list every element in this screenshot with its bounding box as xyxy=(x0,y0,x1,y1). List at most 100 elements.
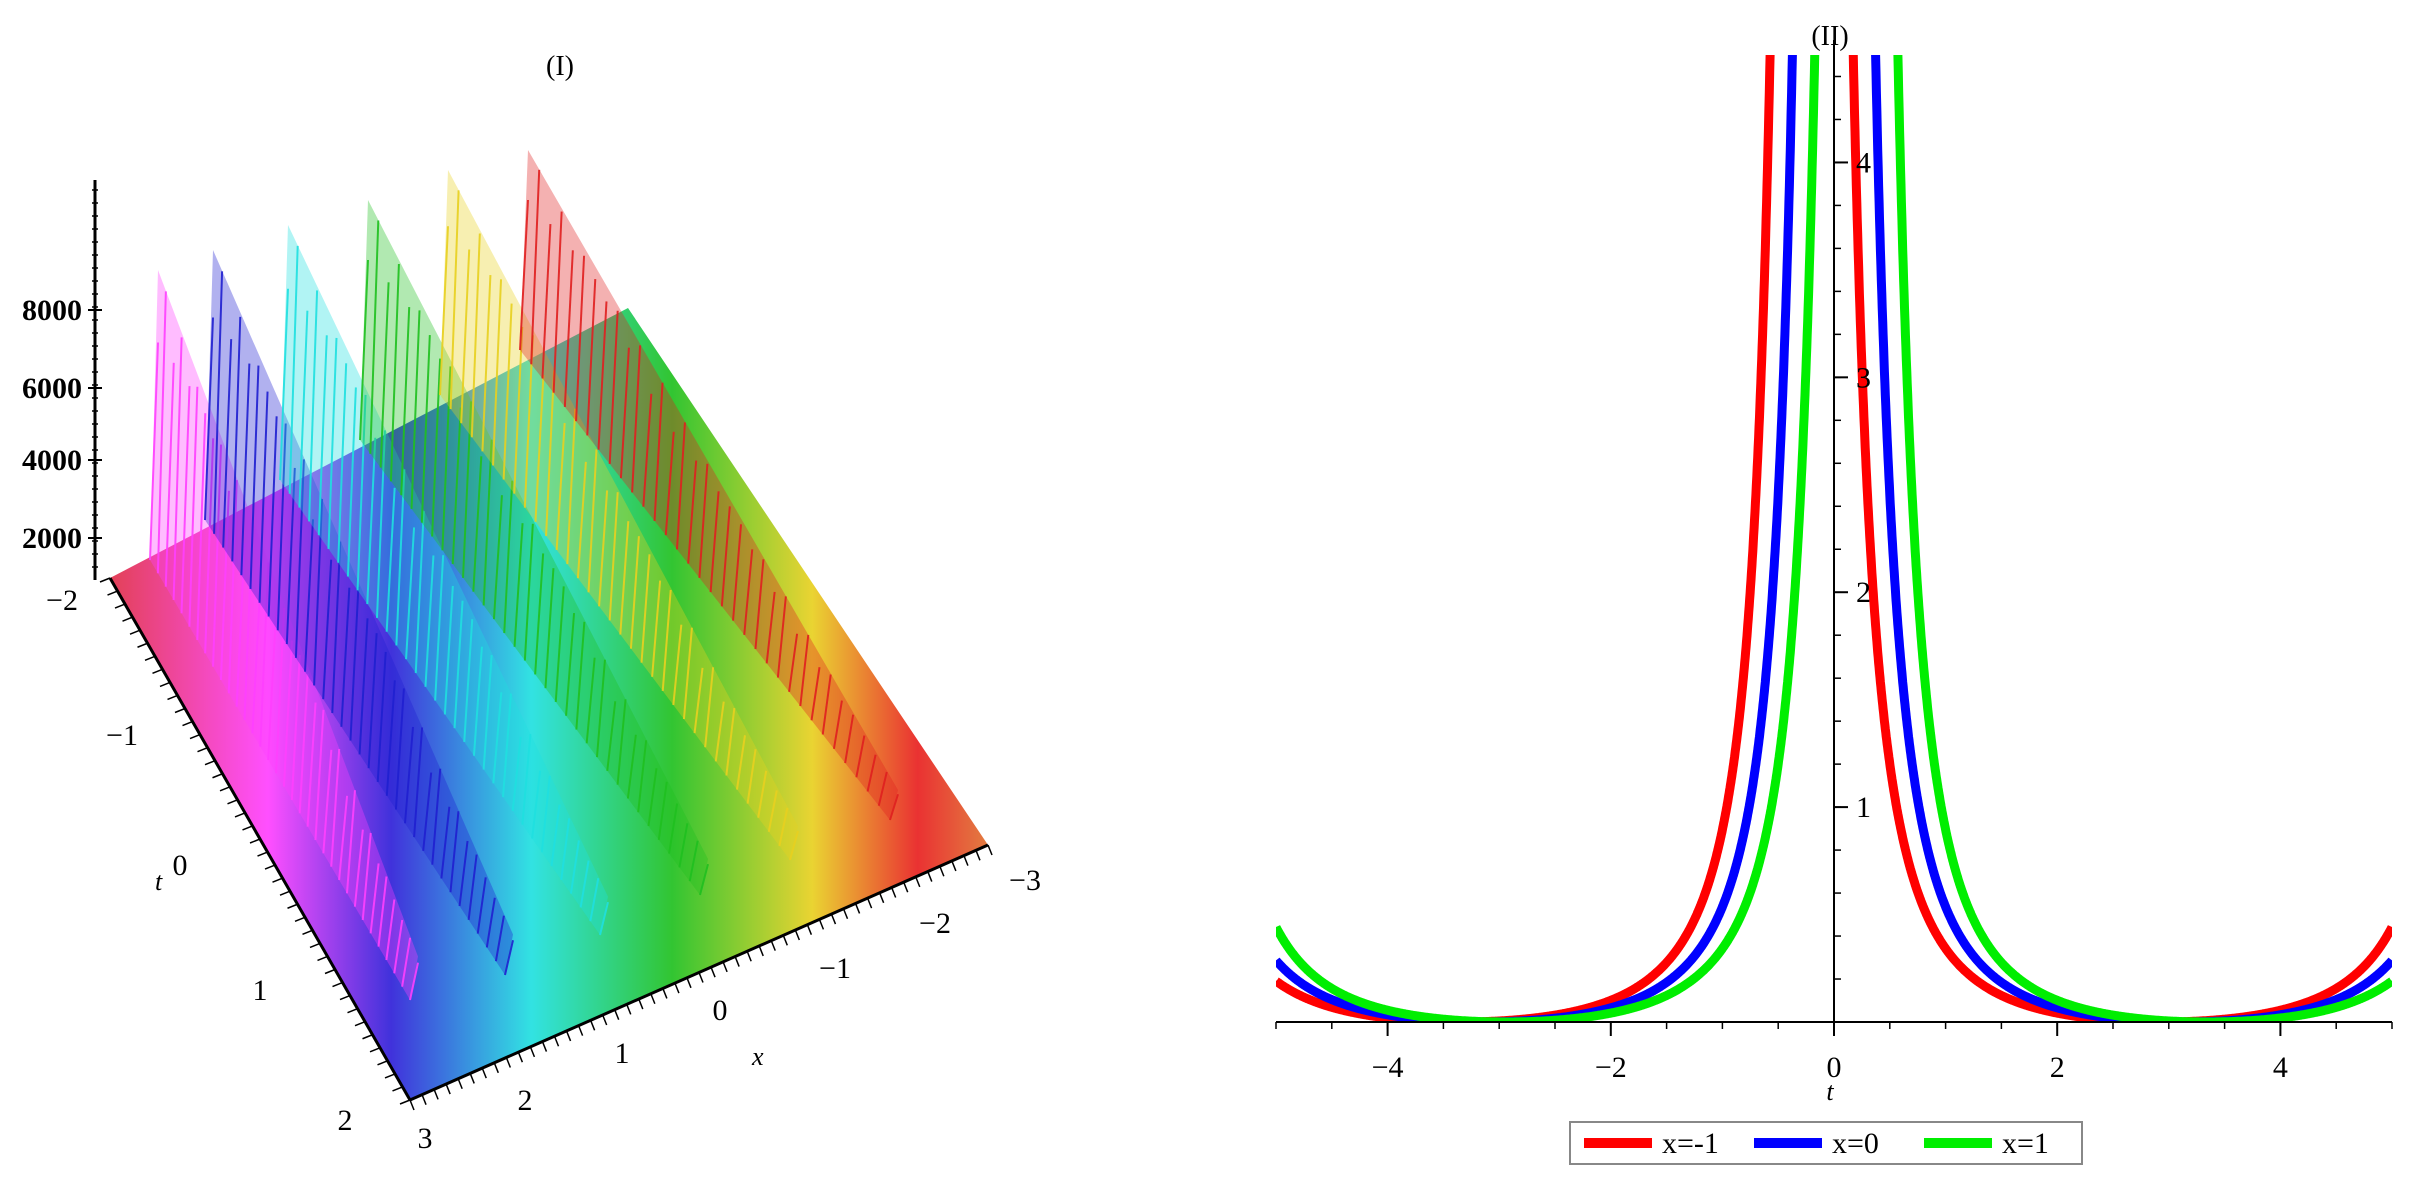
surface-ridge-spike xyxy=(338,795,349,881)
line-chart-title: (II) xyxy=(1811,21,1848,52)
surface-ridge-spike xyxy=(389,263,400,482)
series-line-xneg1 xyxy=(1276,55,2392,1022)
surface-t-tick xyxy=(279,890,291,896)
surface-ridge-spike xyxy=(258,391,269,603)
surface-x-tick xyxy=(890,887,897,898)
surface-ridge-spike xyxy=(743,549,754,635)
surface-t-tick xyxy=(339,994,351,1001)
surface-ridge-spike xyxy=(699,863,709,896)
surface-ridge-spike xyxy=(441,366,452,551)
surface-ridge-spike xyxy=(424,555,435,687)
surface-ridge-spike xyxy=(361,832,372,921)
surface-ridge-spike xyxy=(431,768,442,865)
surface-ridge-spike xyxy=(449,190,460,410)
surface-t-tick xyxy=(309,942,321,949)
surface-ridge-spike xyxy=(661,589,672,691)
surface-ridge-spike xyxy=(235,543,246,707)
y-tick-label: 3 xyxy=(1856,361,1871,394)
surface-ridge-spike xyxy=(608,310,619,464)
surface-ridge-spike xyxy=(156,291,167,574)
surface-ridge-face xyxy=(520,150,898,820)
surface-t-tick xyxy=(287,903,298,909)
surface-ridge-spike xyxy=(409,962,419,1001)
surface-t-tick xyxy=(347,1007,358,1014)
surface-x-tick xyxy=(758,945,764,957)
surface-ridge-spike xyxy=(472,456,483,592)
surface-x-tick xyxy=(457,1078,463,1090)
surface-ridge-spike xyxy=(521,733,532,825)
surface-x-tick xyxy=(589,1020,596,1031)
line-chart-panel: (II) −4 −2 0 2 4 1 2 3 4 t x=-1 x=0 x=1 xyxy=(1240,0,2413,1185)
surface-ridge-spike xyxy=(405,527,416,660)
surface-ridge-spike xyxy=(394,688,405,810)
surface-x-tick xyxy=(818,919,825,930)
surface-ridge-spike xyxy=(799,634,810,707)
surface-t-tick xyxy=(354,1021,366,1027)
surface-ridge-spike xyxy=(204,438,215,654)
legend-label: x=-1 xyxy=(1662,1127,1719,1160)
surface-x-tick xyxy=(830,913,837,925)
surface-ridge-spike xyxy=(472,646,483,756)
legend-label: x=1 xyxy=(2002,1127,2049,1160)
line-chart-x-axis-label: t xyxy=(1826,1077,1834,1106)
surface-t-tick-label: 2 xyxy=(338,1104,353,1137)
surface-ridge-spike xyxy=(589,878,600,922)
surface-z-tick-label: 2000 xyxy=(22,522,82,555)
surface-ridge-spike xyxy=(279,288,289,481)
surface-x-tick xyxy=(553,1035,560,1047)
surface-t-tick xyxy=(152,668,163,675)
surface-ridge-spike xyxy=(290,654,301,801)
surface-ridge-spike xyxy=(597,301,608,450)
surface-ridge-spike xyxy=(504,940,514,976)
surface-ridge-spike xyxy=(555,422,566,551)
surface-ridge-spike xyxy=(619,521,630,635)
surface-ridge-spike xyxy=(554,586,565,703)
surface-x-tick xyxy=(541,1041,548,1052)
surface-ridge-spike xyxy=(180,386,191,614)
x-tick-label: 0 xyxy=(1827,1051,1842,1084)
surface-ridge-spike xyxy=(619,347,630,479)
surface-ridge-spike xyxy=(308,290,319,522)
surface-ridge-spike xyxy=(385,487,396,632)
surface-ridge-spike xyxy=(485,897,496,948)
chart-series xyxy=(1276,55,2392,1022)
surface-ridge-spike xyxy=(449,811,460,893)
surface-ridge-spike xyxy=(470,233,481,438)
surface-ridge-spike xyxy=(606,701,617,772)
surface-t-tick xyxy=(392,1086,403,1092)
surface-t-tick xyxy=(234,812,246,818)
surface-ridge-spike xyxy=(404,726,414,824)
surface-ridge-spike xyxy=(682,627,693,720)
surface-ridge-spike xyxy=(353,829,364,907)
surface-ridge-spike xyxy=(172,337,183,601)
surface-ridge-spike xyxy=(550,804,561,867)
surface-ridge-spike xyxy=(164,362,175,587)
surface-ridge-spike xyxy=(687,460,698,564)
surface-t-tick xyxy=(294,916,306,922)
surface-ridge-spike xyxy=(359,259,369,441)
surface-t-tick xyxy=(227,799,238,805)
y-tick-label: 1 xyxy=(1856,791,1871,824)
surface-ridge-spike xyxy=(463,619,474,743)
surface-x-tick-label: 3 xyxy=(418,1122,433,1155)
surface-ridge-spike xyxy=(595,659,606,758)
surface-t-tick xyxy=(362,1034,373,1040)
surface-t-tick xyxy=(174,707,186,714)
surface-ridge-spike xyxy=(502,693,513,798)
surface-ridge-spike xyxy=(754,559,765,650)
surface-ridge-spike xyxy=(298,673,309,814)
surface-ridge-spike xyxy=(565,613,576,716)
surface-ridge-spike xyxy=(458,840,469,907)
surface-x-tick xyxy=(662,988,668,999)
surface-ridge-spike xyxy=(844,714,855,764)
x-tick-label: −4 xyxy=(1372,1051,1404,1084)
surface-ridge-spike xyxy=(356,394,367,591)
surface-t-tick xyxy=(399,1099,411,1105)
surface-ridge-spike xyxy=(375,430,386,618)
surface-t-tick xyxy=(242,825,253,831)
surface-ridge-spike xyxy=(410,310,421,509)
surface-ridge-spike xyxy=(545,370,556,536)
surface-t-tick xyxy=(144,655,156,661)
surface-ridge-spike xyxy=(647,768,658,827)
